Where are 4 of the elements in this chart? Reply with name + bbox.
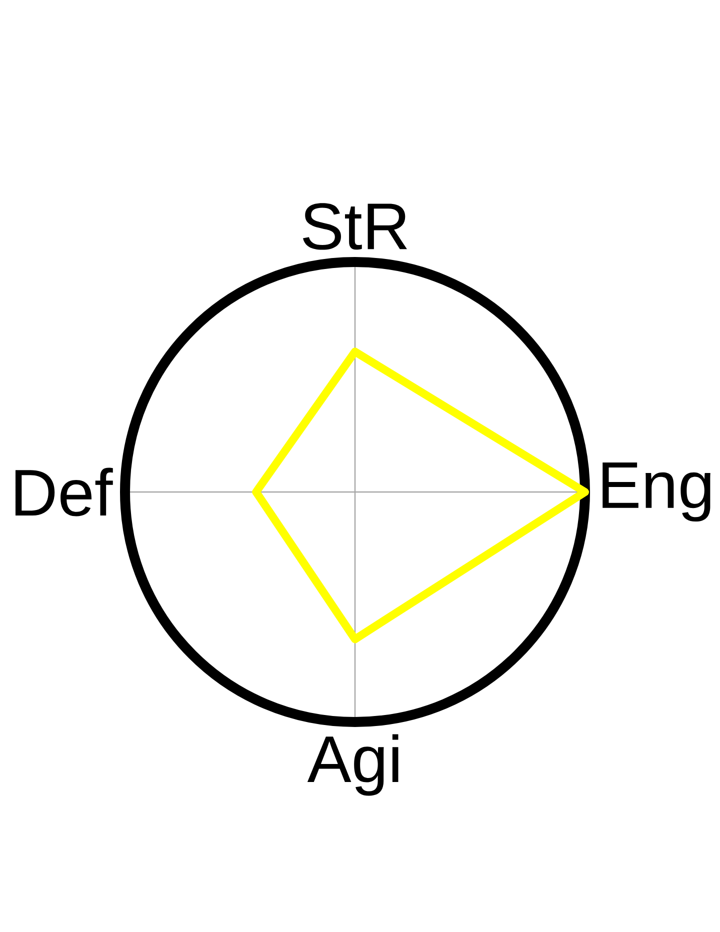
spoke-label: Def: [16, 468, 113, 516]
spoke-label: Agi: [307, 734, 398, 796]
spoke-label: Eng: [602, 462, 710, 522]
spoke-label: StR: [302, 203, 407, 250]
